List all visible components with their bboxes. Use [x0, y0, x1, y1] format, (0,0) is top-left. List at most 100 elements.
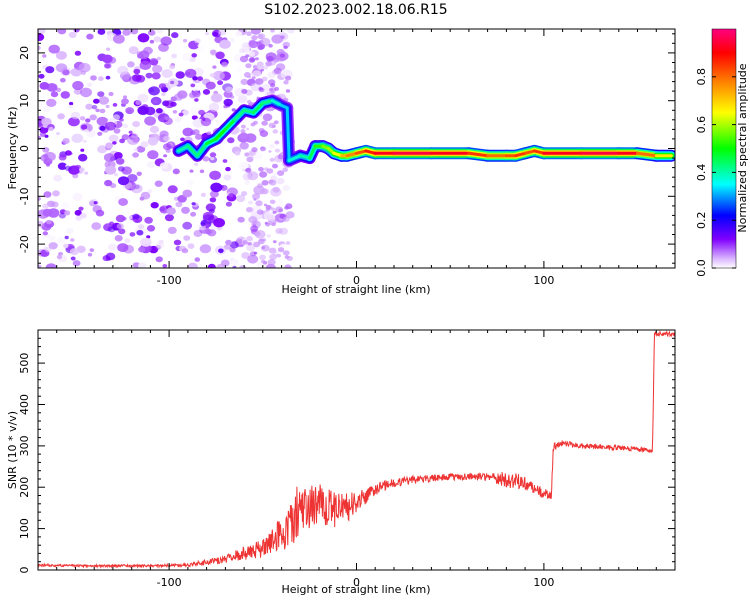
noise-blob — [132, 74, 142, 82]
noise-blob — [139, 60, 152, 70]
noise-blob — [103, 153, 115, 162]
noise-blob — [284, 206, 289, 210]
trace-segment — [533, 149, 546, 155]
noise-blob — [268, 122, 276, 129]
y-tick-label: 400 — [18, 394, 31, 415]
noise-blob — [156, 108, 163, 114]
noise-blob — [164, 100, 175, 109]
noise-blob — [104, 63, 111, 69]
noise-blob — [199, 169, 205, 174]
noise-blob — [258, 238, 265, 245]
noise-blob — [160, 36, 172, 46]
noise-blob — [106, 47, 111, 51]
noise-blob — [253, 251, 258, 255]
noise-blob — [197, 76, 204, 81]
noise-blob — [99, 125, 106, 131]
noise-blob — [246, 236, 253, 241]
noise-blob — [137, 33, 150, 43]
noise-blob — [127, 215, 133, 220]
noise-blob — [251, 35, 258, 41]
noise-blob — [187, 179, 195, 186]
noise-blob — [42, 203, 49, 209]
noise-blob — [286, 256, 293, 261]
noise-blob — [261, 259, 266, 264]
noise-blob — [257, 43, 266, 50]
noise-blob — [211, 93, 223, 103]
noise-blob — [267, 259, 276, 266]
noise-blob — [147, 150, 159, 160]
noise-blob — [46, 163, 50, 167]
noise-blob — [210, 182, 223, 193]
noise-blob — [282, 167, 289, 173]
noise-blob — [237, 95, 248, 103]
noise-blob — [221, 61, 229, 68]
noise-blob — [78, 62, 91, 73]
noise-blob — [70, 256, 76, 261]
noise-blob — [239, 55, 249, 63]
y-tick-label: 0 — [18, 145, 31, 152]
noise-blob — [152, 64, 163, 74]
noise-blob — [285, 241, 291, 245]
noise-blob — [62, 138, 70, 144]
snr-series-line — [38, 330, 675, 569]
noise-blob — [250, 82, 262, 92]
noise-blob — [261, 246, 266, 250]
noise-blob — [153, 99, 158, 104]
trace-segment — [467, 151, 490, 158]
colorbar-ticks: 0.0 0.2 0.4 0.6 0.8 — [695, 68, 736, 277]
noise-blob — [227, 137, 235, 144]
noise-blob — [144, 116, 157, 126]
noise-blob — [235, 31, 243, 37]
noise-blob — [287, 29, 295, 34]
noise-blob — [55, 63, 68, 73]
noise-blob — [212, 32, 218, 37]
noise-blob — [277, 154, 284, 160]
noise-blob — [114, 235, 123, 242]
noise-blob — [200, 222, 206, 226]
noise-blob — [274, 140, 280, 145]
noise-blob — [190, 83, 196, 88]
noise-blob — [60, 91, 70, 99]
noise-blob — [228, 193, 235, 198]
noise-blob — [209, 170, 222, 180]
noise-blob — [181, 206, 190, 214]
y-tick-label: 20 — [18, 46, 31, 60]
noise-blob — [236, 194, 246, 203]
trace-segment — [636, 151, 658, 158]
noise-blob — [102, 54, 113, 64]
noise-blob — [172, 168, 180, 175]
noise-blob — [159, 162, 169, 169]
noise-blob — [60, 77, 66, 83]
noise-blob — [182, 221, 193, 230]
noise-blob — [137, 93, 149, 103]
noise-blob — [45, 66, 55, 74]
noise-blob — [105, 256, 112, 261]
trace-segment — [177, 144, 190, 153]
noise-blob — [135, 100, 142, 106]
noise-blob — [246, 206, 254, 213]
noise-blob — [113, 128, 121, 134]
noise-blob — [285, 75, 292, 81]
noise-blob — [269, 89, 275, 94]
noise-blob — [189, 92, 197, 98]
noise-blob — [191, 202, 196, 206]
noise-blob — [271, 222, 276, 227]
noise-blob — [129, 232, 136, 237]
noise-blob — [97, 91, 105, 97]
noise-blob — [154, 180, 163, 187]
noise-blob — [245, 167, 252, 173]
noise-blob — [153, 36, 162, 43]
noise-blob — [119, 118, 124, 122]
noise-blob — [122, 123, 129, 129]
noise-blob — [42, 106, 51, 113]
noise-blob — [200, 192, 206, 197]
noise-blob — [69, 248, 79, 256]
noise-blob — [232, 265, 237, 268]
noise-blob — [44, 247, 52, 253]
noise-blob — [190, 211, 197, 217]
noise-blob — [189, 106, 202, 116]
noise-blob — [270, 207, 275, 211]
noise-blob — [275, 206, 283, 213]
noise-blob — [253, 120, 258, 125]
